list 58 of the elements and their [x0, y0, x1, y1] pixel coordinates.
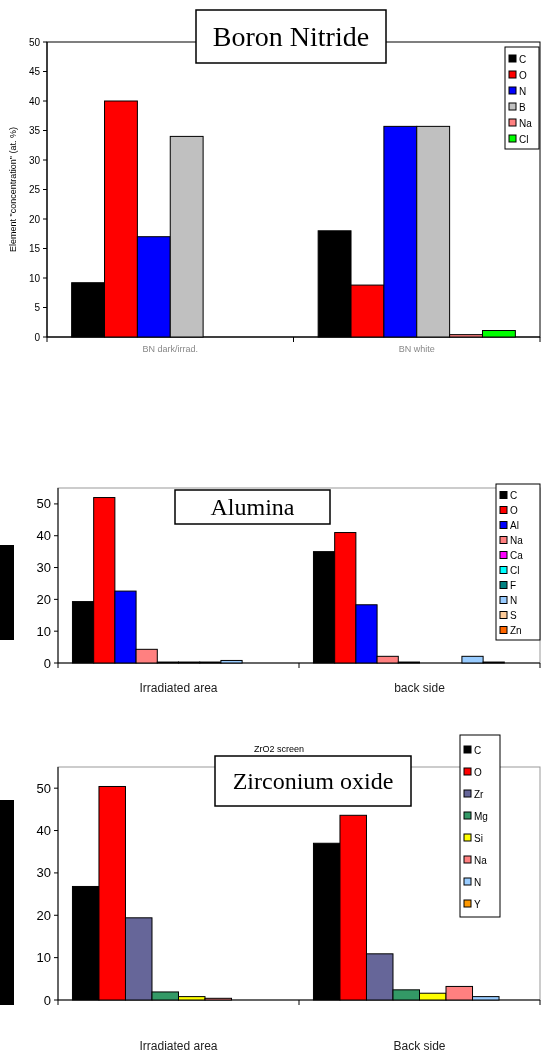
legend-label: Na [474, 854, 488, 866]
y-axis-title: Element "concentration" (at. %) [8, 127, 19, 252]
legend-label: Zr [474, 788, 485, 800]
legend-label: Cl [519, 133, 529, 145]
x-tick-label: Irradiated area [139, 1039, 218, 1053]
x-tick-label: BN dark/irrad. [142, 344, 199, 354]
legend-label: C [474, 744, 482, 756]
chart-subtitle: ZrO2 screen [253, 744, 305, 754]
legend-label: Si [474, 832, 483, 844]
legend-label: O [474, 766, 482, 778]
legend-label: Cl [510, 565, 520, 576]
y-tick-label: 40 [36, 528, 51, 544]
y-tick-label: 45 [28, 66, 41, 77]
legend-label: N [474, 876, 482, 888]
y-tick-label: 25 [28, 184, 41, 195]
legend-label: C [519, 53, 527, 65]
legend-label: Zn [510, 625, 522, 636]
y-tick-label: 0 [43, 655, 51, 671]
chart-title: Alumina [210, 494, 295, 521]
y-tick-label: 10 [36, 623, 51, 639]
legend-label: C [510, 490, 518, 501]
legend-label: Na [519, 117, 533, 129]
y-tick-label: 20 [28, 213, 41, 225]
y-tick-label: 30 [36, 865, 51, 881]
legend-label: Al [510, 520, 519, 531]
y-tick-label: 40 [36, 823, 51, 839]
legend-label: S [510, 610, 517, 621]
x-tick-label: back side [394, 681, 446, 695]
legend-label: O [510, 505, 518, 516]
legend-label: N [519, 85, 527, 97]
y-tick-label: 0 [34, 331, 41, 343]
x-tick-label: Irradiated area [139, 681, 218, 695]
y-tick-label: 20 [36, 907, 51, 923]
y-tick-label: 50 [36, 496, 51, 512]
legend-label: O [519, 69, 527, 81]
legend-label: Mg [474, 810, 488, 822]
y-tick-label: 10 [28, 272, 41, 284]
y-tick-label: 5 [34, 302, 41, 313]
legend-label: Ca [510, 550, 524, 561]
y-tick-label: 50 [28, 36, 41, 48]
legend-label: B [519, 101, 526, 113]
chart-title: Boron Nitride [212, 21, 370, 53]
legend-label: Na [510, 535, 524, 546]
y-tick-label: 35 [28, 125, 41, 136]
y-tick-label: 40 [28, 95, 41, 107]
y-tick-label: 50 [36, 780, 51, 796]
legend-label: Y [474, 898, 481, 910]
y-tick-label: 10 [36, 950, 51, 966]
legend-label: N [510, 595, 518, 606]
x-tick-label: Back side [393, 1039, 446, 1053]
y-tick-label: 15 [28, 243, 41, 254]
chart-title: Zirconium oxide [232, 768, 394, 795]
legend-label: F [510, 580, 517, 591]
y-tick-label: 0 [43, 992, 51, 1008]
x-tick-label: BN white [398, 344, 435, 354]
y-tick-label: 30 [28, 154, 41, 166]
y-tick-label: 30 [36, 560, 51, 576]
y-tick-label: 20 [36, 591, 51, 607]
